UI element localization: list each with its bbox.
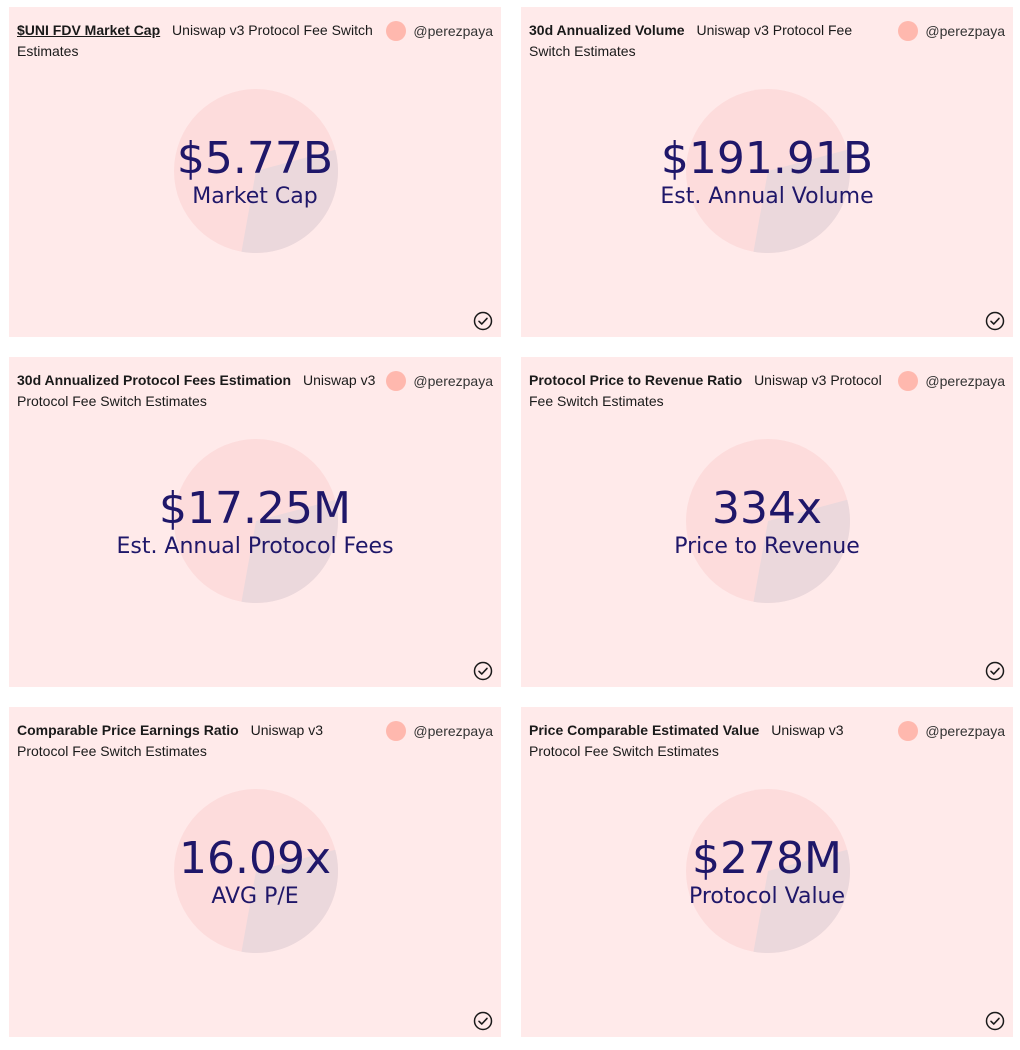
counter-value: $17.25M bbox=[159, 483, 351, 534]
check-circle-icon[interactable] bbox=[985, 1011, 1005, 1031]
card-subtitle: Uniswap v3 Protocol Fee Switch Estimates bbox=[529, 722, 844, 759]
card-subtitle: Uniswap v3 Protocol Fee Switch Estimates bbox=[17, 22, 373, 59]
card-header: 30d Annualized Protocol Fees Estimation … bbox=[17, 370, 377, 412]
card-title[interactable]: Price Comparable Estimated Value bbox=[529, 722, 760, 738]
counter-widget: 334x Price to Revenue bbox=[521, 357, 1013, 687]
pie-circle bbox=[174, 789, 338, 953]
avatar bbox=[386, 371, 407, 391]
check-circle-icon[interactable] bbox=[985, 661, 1005, 681]
author-name: @perezpaya bbox=[925, 373, 1005, 389]
avatar bbox=[898, 21, 919, 41]
card-header: 30d Annualized Volume Uniswap v3 Protoco… bbox=[529, 20, 889, 62]
avatar bbox=[386, 21, 407, 41]
card-uni-fdv-market-cap: $UNI FDV Market Cap Uniswap v3 Protocol … bbox=[9, 7, 501, 337]
counter-value: $191.91B bbox=[660, 133, 874, 184]
check-circle-icon[interactable] bbox=[473, 661, 493, 681]
author-link[interactable]: @perezpaya bbox=[898, 371, 1005, 391]
pie-slice-filled bbox=[753, 499, 850, 603]
card-title[interactable]: 30d Annualized Volume bbox=[529, 22, 685, 38]
pie-slice-filled bbox=[241, 149, 338, 253]
pie-circle bbox=[686, 439, 850, 603]
card-header: Protocol Price to Revenue Ratio Uniswap … bbox=[529, 370, 889, 412]
avatar bbox=[386, 721, 407, 741]
counter-widget: $278M Protocol Value bbox=[521, 707, 1013, 1037]
counter-label: AVG P/E bbox=[211, 884, 299, 909]
card-title-link[interactable]: $UNI FDV Market Cap bbox=[17, 22, 161, 38]
card-title[interactable]: Comparable Price Earnings Ratio bbox=[17, 722, 239, 738]
author-link[interactable]: @perezpaya bbox=[386, 21, 493, 41]
counter-label: Est. Annual Volume bbox=[660, 184, 874, 209]
pie-slice-filled bbox=[241, 499, 338, 603]
counter-value: $278M bbox=[692, 833, 842, 884]
card-header: Comparable Price Earnings Ratio Uniswap … bbox=[17, 720, 377, 762]
pie-slice-filled bbox=[241, 849, 338, 953]
card-subtitle: Uniswap v3 Protocol Fee Switch Estimates bbox=[17, 722, 323, 759]
counter-value: $5.77B bbox=[176, 133, 334, 184]
author-name: @perezpaya bbox=[413, 373, 493, 389]
check-circle-icon[interactable] bbox=[985, 311, 1005, 331]
card-header: $UNI FDV Market Cap Uniswap v3 Protocol … bbox=[17, 20, 377, 62]
avatar bbox=[898, 371, 919, 391]
avatar bbox=[898, 721, 919, 741]
card-price-comparable-estimated-value: Price Comparable Estimated Value Uniswap… bbox=[521, 707, 1013, 1037]
card-comparable-pe-ratio: Comparable Price Earnings Ratio Uniswap … bbox=[9, 707, 501, 1037]
author-link[interactable]: @perezpaya bbox=[898, 721, 1005, 741]
pie-slice-filled bbox=[753, 149, 850, 253]
pie-circle bbox=[686, 789, 850, 953]
card-title[interactable]: Protocol Price to Revenue Ratio bbox=[529, 372, 743, 388]
card-subtitle: Uniswap v3 Protocol Fee Switch Estimates bbox=[529, 22, 853, 59]
counter-widget: $17.25M Est. Annual Protocol Fees bbox=[9, 357, 501, 687]
card-title[interactable]: 30d Annualized Protocol Fees Estimation bbox=[17, 372, 292, 388]
pie-circle bbox=[174, 89, 338, 253]
card-price-to-revenue-ratio: Protocol Price to Revenue Ratio Uniswap … bbox=[521, 357, 1013, 687]
check-circle-icon[interactable] bbox=[473, 1011, 493, 1031]
counter-value: 334x bbox=[711, 483, 823, 534]
counter-label: Protocol Value bbox=[688, 884, 846, 909]
check-circle-icon[interactable] bbox=[473, 311, 493, 331]
pie-circle bbox=[686, 89, 850, 253]
pie-slice-filled bbox=[753, 849, 850, 953]
counter-label: Price to Revenue bbox=[674, 534, 860, 559]
author-name: @perezpaya bbox=[413, 23, 493, 39]
author-name: @perezpaya bbox=[925, 23, 1005, 39]
author-link[interactable]: @perezpaya bbox=[898, 21, 1005, 41]
card-30d-annualized-volume: 30d Annualized Volume Uniswap v3 Protoco… bbox=[521, 7, 1013, 337]
author-name: @perezpaya bbox=[925, 723, 1005, 739]
counter-label: Est. Annual Protocol Fees bbox=[116, 534, 394, 559]
author-link[interactable]: @perezpaya bbox=[386, 371, 493, 391]
counter-widget: 16.09x AVG P/E bbox=[9, 707, 501, 1037]
card-header: Price Comparable Estimated Value Uniswap… bbox=[529, 720, 889, 762]
card-30d-annualized-protocol-fees: 30d Annualized Protocol Fees Estimation … bbox=[9, 357, 501, 687]
counter-label: Market Cap bbox=[192, 184, 318, 209]
pie-circle bbox=[174, 439, 338, 603]
card-subtitle: Uniswap v3 Protocol Fee Switch Estimates bbox=[17, 372, 376, 409]
author-link[interactable]: @perezpaya bbox=[386, 721, 493, 741]
counter-value: 16.09x bbox=[178, 833, 331, 884]
counter-widget: $5.77B Market Cap bbox=[9, 7, 501, 337]
counter-widget: $191.91B Est. Annual Volume bbox=[521, 7, 1013, 337]
card-subtitle: Uniswap v3 Protocol Fee Switch Estimates bbox=[529, 372, 882, 409]
author-name: @perezpaya bbox=[413, 723, 493, 739]
